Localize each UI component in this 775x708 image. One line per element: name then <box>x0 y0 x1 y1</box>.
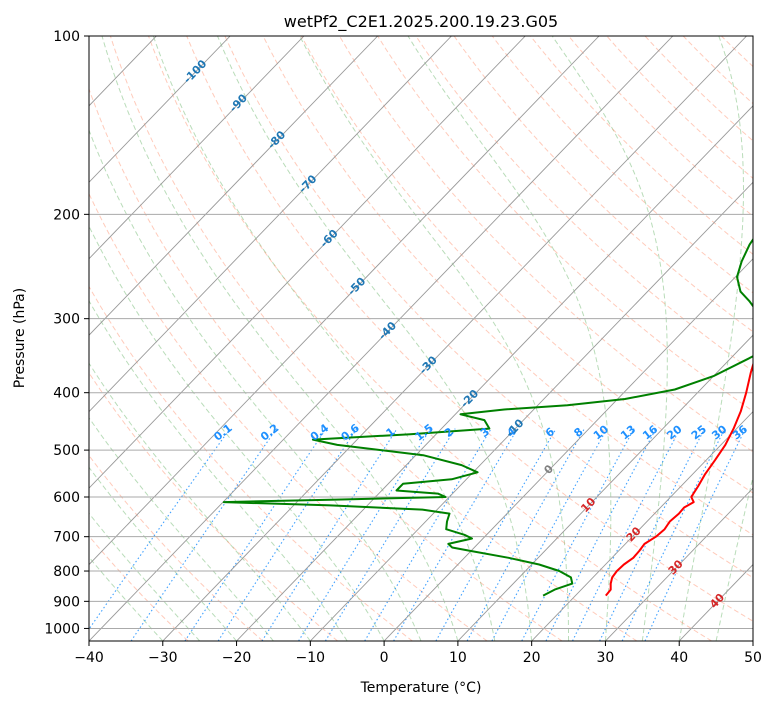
dry-adiabat <box>109 36 638 641</box>
x-tick-label: 20 <box>523 650 541 666</box>
isotherm <box>89 36 526 489</box>
moist-adiabat <box>152 36 496 641</box>
dry-adiabat <box>339 36 753 453</box>
moist-adiabat <box>217 36 533 641</box>
mixing-ratio-line <box>217 428 358 641</box>
isotherm <box>531 410 753 641</box>
y-tick-label: 800 <box>53 564 80 580</box>
isotherm <box>89 36 305 260</box>
mixing-ratio-line <box>572 428 681 641</box>
y-tick-label: 400 <box>53 386 80 402</box>
mixing-ratio-line <box>599 428 705 641</box>
dry-adiabat <box>148 36 712 641</box>
x-tick-label: −30 <box>148 650 178 666</box>
y-axis-label: Pressure (hPa) <box>12 288 28 388</box>
moist-adiabat <box>299 36 570 641</box>
dry-adiabat <box>224 36 753 579</box>
mixing-ratio-line <box>466 428 585 641</box>
moist-adiabat <box>101 36 459 641</box>
isotherm <box>89 36 231 183</box>
mixing-ratio-line <box>261 428 398 641</box>
dry-adiabat <box>89 535 189 641</box>
mixing-ratio-line <box>491 428 608 641</box>
x-axis-label: Temperature (°C) <box>360 680 482 696</box>
plot-lines <box>89 36 753 641</box>
moist-adiabat <box>89 512 201 641</box>
moist-adiabat <box>407 36 612 641</box>
moist-adiabat <box>89 417 274 641</box>
isotherm <box>162 36 747 641</box>
mixing-ratio-line <box>644 428 746 641</box>
y-tick-label: 600 <box>53 490 80 506</box>
mixing-ratio-line <box>621 428 726 641</box>
y-tick-label: 200 <box>53 207 80 223</box>
mixing-ratio-line <box>364 428 492 641</box>
x-tick-label: 10 <box>449 650 467 666</box>
moist-adiabat <box>89 128 422 641</box>
mixing-ratio-line <box>130 428 277 641</box>
isotherm <box>605 487 753 641</box>
moist-adiabat <box>89 466 237 641</box>
y-tick-label: 1000 <box>44 621 80 637</box>
isotherm <box>457 334 753 641</box>
dry-adiabat <box>262 36 753 536</box>
isotherm <box>89 36 379 336</box>
x-tick-label: 40 <box>670 650 688 666</box>
moist-adiabat <box>89 362 311 641</box>
dry-adiabat <box>491 36 753 294</box>
isotherm <box>310 181 753 641</box>
isotherm <box>89 36 452 413</box>
x-tick-label: −40 <box>74 650 104 666</box>
y-tick-label: 700 <box>53 530 80 546</box>
mixing-ratio-line <box>521 428 635 641</box>
moist-adiabat <box>89 556 164 641</box>
x-tick-label: 50 <box>744 650 762 666</box>
dry-adiabat <box>89 87 563 641</box>
moist-adiabat <box>551 36 668 641</box>
chart-title: wetPf2_C2E1.2025.200.19.23.G05 <box>284 12 558 32</box>
dry-adiabat <box>89 371 338 641</box>
moist-adiabat <box>89 225 385 641</box>
y-tick-label: 300 <box>53 312 80 328</box>
y-tick-label: 500 <box>53 443 80 459</box>
y-tick-label: 100 <box>53 29 80 45</box>
plot-frame <box>88 35 754 642</box>
moist-adiabat <box>678 36 744 641</box>
y-axis: 100 200 300 400 500 600 700 800 900 1000 <box>44 29 89 637</box>
mixing-ratio-line <box>435 428 557 641</box>
x-tick-label: 0 <box>380 650 389 666</box>
profile-line <box>222 237 753 597</box>
dry-adiabat <box>186 36 753 622</box>
mixing-ratio-line <box>545 428 657 641</box>
x-tick-label: 30 <box>597 650 615 666</box>
isotherm <box>89 36 674 641</box>
moist-adiabat <box>715 475 753 641</box>
profile-line <box>605 361 753 597</box>
isotherm <box>89 36 600 566</box>
dry-adiabat <box>89 192 488 641</box>
y-tick-label: 900 <box>53 594 80 610</box>
dry-adiabat <box>377 36 753 412</box>
plot-area: 0.1 0.2 0.4 0.6 1 1.5 2 3 4 6 8 10 13 16 20 25 30 36-100-… <box>44 29 762 666</box>
moist-adiabat <box>89 299 348 641</box>
x-tick-label: −10 <box>296 650 326 666</box>
x-tick-label: −20 <box>222 650 252 666</box>
isotherm <box>383 258 753 641</box>
isotherm <box>236 105 753 641</box>
dry-adiabat <box>453 36 753 333</box>
x-axis: −40 −30 −20 −10 0 10 20 30 40 50 <box>74 641 762 666</box>
